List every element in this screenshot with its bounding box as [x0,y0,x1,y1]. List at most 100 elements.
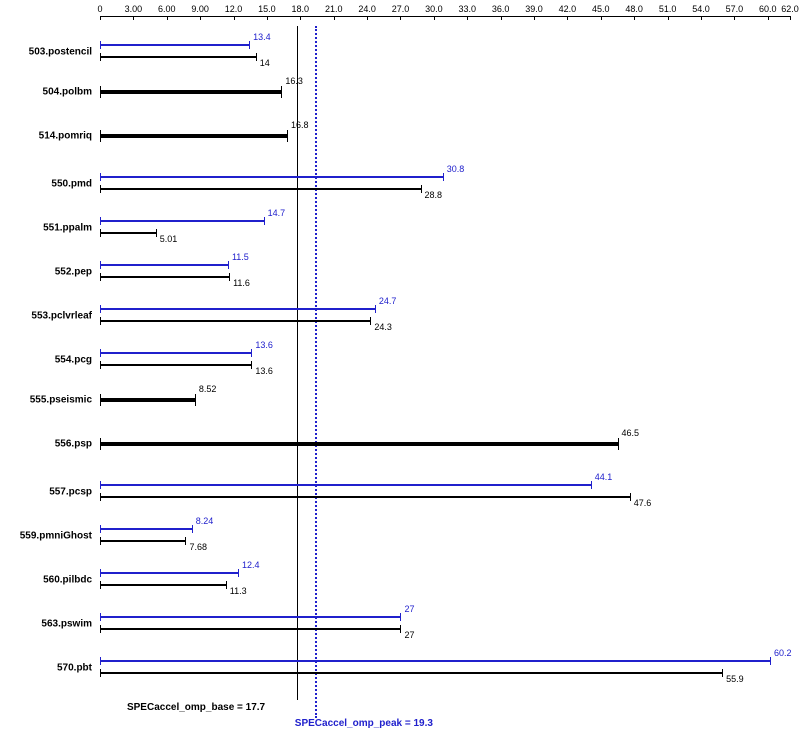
bar-cap [100,438,101,450]
value-label-peak: 30.8 [447,164,465,174]
bar-cap [100,273,101,281]
bar-cap [287,130,288,142]
value-label-peak: 27 [404,604,414,614]
bar-peak [100,264,228,266]
value-label-peak: 11.5 [232,252,249,262]
x-axis-tick-mark [334,16,335,20]
value-label-base: 14 [260,58,270,68]
bar-base [100,496,630,498]
bar-cap [238,569,239,577]
value-label-base: 7.68 [189,542,207,552]
bar-peak [100,616,400,618]
x-axis-tick-label: 51.0 [659,4,677,14]
x-axis-tick-mark [790,16,791,20]
bar-cap [100,41,101,49]
x-axis-tick-mark [434,16,435,20]
benchmark-label: 556.psp [2,439,92,450]
x-axis-tick-mark [300,16,301,20]
bar-peak [100,484,591,486]
bar-cap [100,537,101,545]
bar-cap [630,493,631,501]
spec-chart: 03.006.009.0012.015.018.021.024.027.030.… [0,0,799,741]
x-axis-tick-label: 39.0 [525,4,543,14]
bar-peak [100,572,238,574]
benchmark-label: 554.pcg [2,355,92,366]
x-axis-tick-label: 62.0 [781,4,799,14]
bar-cap [229,273,230,281]
x-axis-tick-label: 3.00 [125,4,143,14]
benchmark-label: 559.pmniGhost [2,531,92,542]
bar-cap [421,185,422,193]
bar-peak [100,352,251,354]
x-axis-tick-mark [400,16,401,20]
x-axis-tick-label: 48.0 [625,4,643,14]
bar-cap [251,361,252,369]
bar-cap [100,569,101,577]
x-axis-tick-label: 9.00 [191,4,209,14]
x-axis-tick-label: 12.0 [225,4,243,14]
x-axis-tick-mark [167,16,168,20]
x-axis-tick-mark [133,16,134,20]
value-label-base: 47.6 [634,498,652,508]
bar-cap [443,173,444,181]
value-label-peak: 13.6 [255,340,273,350]
bar-cap [400,625,401,633]
bar-cap [591,481,592,489]
benchmark-label: 570.pbt [2,663,92,674]
bar-cap [722,669,723,677]
bar-cap [192,525,193,533]
x-axis-tick-mark [200,16,201,20]
x-axis-tick-mark [734,16,735,20]
x-axis-tick-label: 21.0 [325,4,343,14]
bar-cap [100,493,101,501]
value-label-base: 55.9 [726,674,744,684]
bar-cap [281,86,282,98]
bar-base [100,232,156,234]
benchmark-label: 552.pep [2,267,92,278]
benchmark-label: 550.pmd [2,179,92,190]
x-axis-tick-mark [367,16,368,20]
bar-cap [100,261,101,269]
bar-peak [100,44,249,46]
value-label-peak: 8.24 [196,516,214,526]
bar-cap [100,185,101,193]
x-axis-tick-label: 0 [97,4,102,14]
value-label-base: 28.8 [425,190,443,200]
bar-peak [100,528,192,530]
x-axis-tick-label: 54.0 [692,4,710,14]
value-label-base: 5.01 [160,234,178,244]
bar-cap [256,53,257,61]
bar-cap [100,481,101,489]
value-label-peak: 24.7 [379,296,397,306]
bar-cap [770,657,771,665]
value-label-peak: 13.4 [253,32,271,42]
value-label-peak: 44.1 [595,472,613,482]
x-axis-tick-label: 57.0 [726,4,744,14]
value-label-base: 11.6 [233,278,250,288]
x-axis-tick-mark [501,16,502,20]
x-axis-tick-label: 24.0 [358,4,376,14]
bar-cap [100,86,101,98]
x-axis-tick-mark [534,16,535,20]
bar-cap [100,305,101,313]
x-axis-line [100,16,790,17]
bar-base [100,276,229,278]
bar-cap [100,525,101,533]
benchmark-label: 503.postencil [2,47,92,58]
benchmark-label: 551.ppalm [2,223,92,234]
bar-single [100,90,281,94]
bar-cap [100,361,101,369]
bar-base [100,672,722,674]
bar-cap [156,229,157,237]
x-axis-tick-mark [100,16,101,20]
value-label-peak: 60.2 [774,648,792,658]
benchmark-label: 563.pswim [2,619,92,630]
bar-cap [370,317,371,325]
bar-base [100,540,185,542]
x-axis-tick-label: 33.0 [458,4,476,14]
x-axis-tick-label: 27.0 [392,4,410,14]
bar-cap [100,613,101,621]
bar-base [100,56,256,58]
x-axis-tick-mark [601,16,602,20]
bar-cap [100,130,101,142]
